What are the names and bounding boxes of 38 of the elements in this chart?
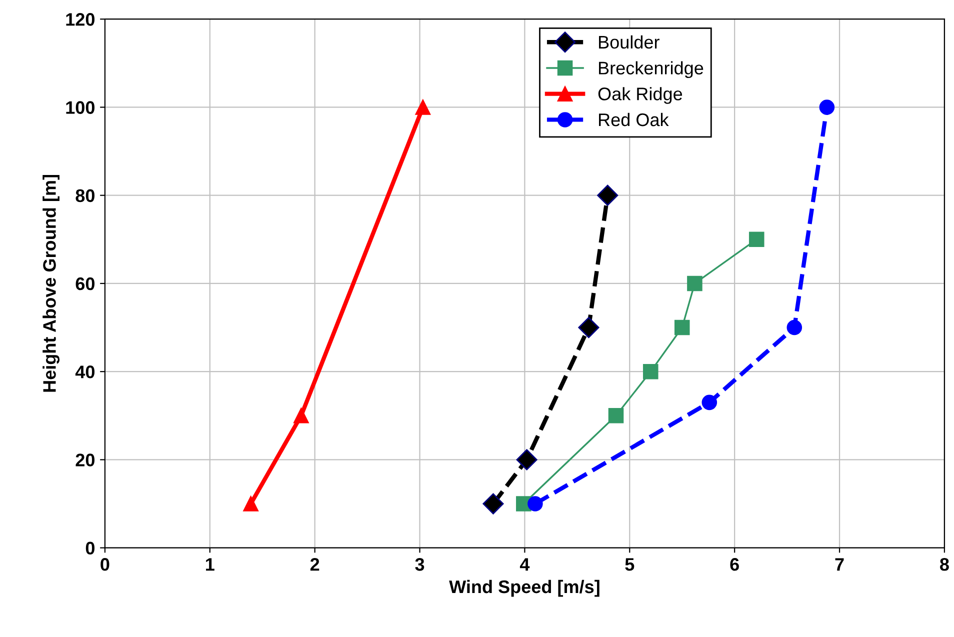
point [642, 364, 658, 380]
x-tick-label: 3 [415, 558, 424, 571]
y-tick-label: 0 [86, 542, 94, 555]
y-axis-title: Height Above Ground [m] [42, 174, 60, 392]
point [516, 449, 538, 470]
legend-label: Breckenridge [599, 61, 704, 78]
y-tick-label: 40 [75, 366, 94, 378]
y-tick-label: 100 [66, 101, 94, 114]
x-tick-label: 7 [835, 558, 844, 571]
point [819, 100, 835, 115]
legend-label: Boulder [599, 35, 660, 49]
point [786, 320, 802, 336]
x-tick-label: 1 [206, 558, 214, 571]
point [528, 496, 543, 512]
x-axis-title: Wind Speed [m/s] [449, 580, 600, 597]
point [748, 232, 764, 248]
y-tick-label: 20 [76, 454, 94, 466]
point [702, 394, 718, 410]
x-tick-label: 6 [730, 558, 739, 571]
point [415, 100, 431, 115]
y-tick-label: 80 [76, 189, 94, 202]
x-tick-label: 8 [940, 558, 949, 571]
legend-label: Red Oak [599, 112, 669, 126]
y-tick-label: 60 [76, 277, 94, 290]
x-tick-label: 0 [100, 558, 110, 571]
x-tick-label: 2 [310, 558, 320, 571]
point [482, 493, 504, 514]
x-tick-label: 4 [520, 558, 530, 571]
point [294, 408, 309, 424]
point [687, 276, 702, 292]
point [243, 496, 258, 512]
legend-label: Oak Ridge [598, 87, 682, 104]
point [597, 184, 618, 206]
point [674, 320, 690, 336]
point [608, 408, 624, 424]
x-tick-label: 5 [625, 558, 634, 571]
y-tick-label: 120 [66, 13, 94, 26]
point [578, 317, 600, 338]
